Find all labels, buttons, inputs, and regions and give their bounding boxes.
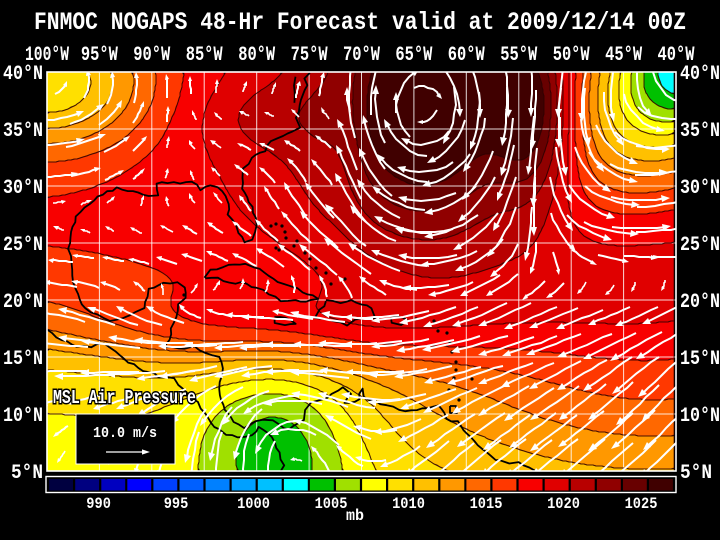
svg-text:90°W: 90°W <box>133 44 171 67</box>
svg-text:95°W: 95°W <box>81 44 119 67</box>
svg-text:10°N: 10°N <box>3 405 43 428</box>
svg-text:30°N: 30°N <box>680 177 720 200</box>
svg-text:15°N: 15°N <box>680 348 720 371</box>
svg-text:25°N: 25°N <box>3 234 43 257</box>
svg-text:35°N: 35°N <box>680 120 720 143</box>
svg-text:1015: 1015 <box>470 495 503 513</box>
svg-text:25°N: 25°N <box>680 234 720 257</box>
svg-text:60°W: 60°W <box>448 44 486 67</box>
svg-text:20°N: 20°N <box>3 291 43 314</box>
svg-text:75°W: 75°W <box>291 44 329 67</box>
svg-text:1025: 1025 <box>625 495 658 513</box>
svg-text:85°W: 85°W <box>186 44 224 67</box>
svg-text:65°W: 65°W <box>395 44 433 67</box>
svg-text:mb: mb <box>346 507 364 525</box>
svg-text:5°N: 5°N <box>11 462 43 485</box>
svg-text:35°N: 35°N <box>3 120 43 143</box>
svg-text:50°W: 50°W <box>553 44 591 67</box>
svg-text:995: 995 <box>164 495 189 513</box>
svg-text:1000: 1000 <box>237 495 270 513</box>
svg-text:10°N: 10°N <box>680 405 720 428</box>
svg-text:70°W: 70°W <box>343 44 381 67</box>
svg-text:1010: 1010 <box>392 495 425 513</box>
svg-text:MSL Air Pressure: MSL Air Pressure <box>53 387 196 409</box>
svg-text:40°W: 40°W <box>658 44 696 67</box>
svg-text:20°N: 20°N <box>680 291 720 314</box>
svg-text:10.0 m/s: 10.0 m/s <box>93 426 157 442</box>
svg-text:55°W: 55°W <box>500 44 538 67</box>
svg-text:80°W: 80°W <box>238 44 276 67</box>
svg-text:40°N: 40°N <box>680 63 720 86</box>
svg-text:5°N: 5°N <box>680 462 712 485</box>
svg-text:40°N: 40°N <box>3 63 43 86</box>
svg-text:30°N: 30°N <box>3 177 43 200</box>
svg-text:FNMOC NOGAPS 48-Hr Forecast va: FNMOC NOGAPS 48-Hr Forecast valid at 200… <box>34 8 686 37</box>
svg-text:1020: 1020 <box>547 495 580 513</box>
svg-text:990: 990 <box>86 495 111 513</box>
svg-text:100°W: 100°W <box>25 44 69 67</box>
svg-text:1005: 1005 <box>315 495 348 513</box>
svg-text:45°W: 45°W <box>605 44 643 67</box>
svg-text:15°N: 15°N <box>3 348 43 371</box>
